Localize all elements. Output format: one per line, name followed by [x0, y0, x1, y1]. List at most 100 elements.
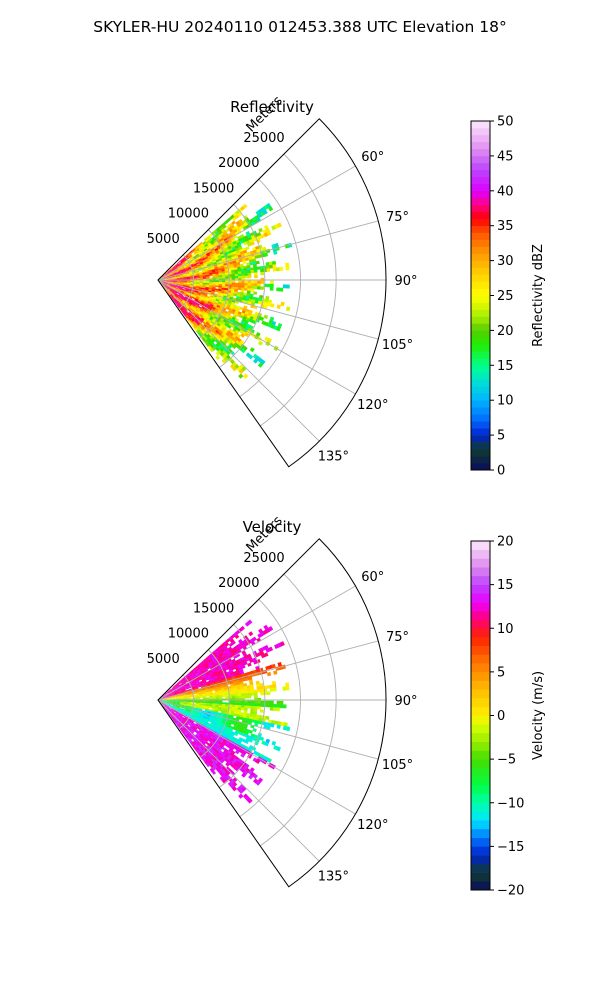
- colorbar-band: [471, 218, 490, 226]
- reflectivity-gate: [185, 314, 190, 319]
- reflectivity-gate: [210, 262, 215, 266]
- reflectivity-gate: [213, 309, 219, 314]
- reflectivity-gate: [184, 259, 188, 263]
- reflectivity-frame: [157, 118, 387, 468]
- reflectivity-gate: [244, 332, 250, 338]
- reflectivity-gate: [206, 277, 210, 280]
- reflectivity-gate: [221, 300, 226, 304]
- reflectivity-gate: [180, 291, 184, 295]
- velocity-gate: [233, 711, 238, 715]
- reflectivity-gate: [175, 293, 180, 296]
- velocity-gate: [177, 715, 182, 719]
- reflectivity-gate: [192, 325, 197, 330]
- velocity-gate: [194, 672, 199, 676]
- colorbar-band: [471, 456, 490, 464]
- reflectivity-gate: [271, 320, 277, 326]
- reflectivity-gate: [266, 283, 271, 288]
- velocity-gate: [239, 681, 244, 685]
- reflectivity-gate: [234, 271, 239, 275]
- reflectivity-gate: [170, 282, 175, 284]
- velocity-gate: [203, 683, 208, 686]
- reflectivity-gate: [171, 292, 175, 296]
- velocity-gate: [242, 678, 247, 682]
- reflectivity-gate: [256, 266, 261, 270]
- reflectivity-gate: [223, 245, 229, 249]
- reflectivity-gate: [185, 270, 190, 273]
- reflectivity-gate: [199, 296, 204, 299]
- reflectivity-gate: [223, 264, 228, 268]
- velocity-gate: [202, 717, 207, 721]
- reflectivity-gate: [167, 288, 171, 291]
- reflectivity-gate: [198, 258, 202, 261]
- reflectivity-gate: [231, 271, 236, 275]
- reflectivity-gate: [172, 296, 176, 300]
- velocity-gate: [223, 646, 229, 651]
- velocity-gate: [225, 704, 229, 707]
- velocity-gate: [194, 743, 199, 748]
- reflectivity-gate: [205, 283, 210, 285]
- reflectivity-gate: [170, 294, 174, 298]
- velocity-gate: [231, 702, 236, 706]
- reflectivity-gate: [167, 281, 172, 283]
- velocity-gate: [205, 730, 210, 735]
- velocity-gate: [160, 701, 165, 703]
- reflectivity-gate: [192, 249, 197, 253]
- reflectivity-gate: [193, 277, 197, 279]
- reflectivity-gate: [252, 249, 258, 254]
- reflectivity-gate: [232, 314, 238, 319]
- velocity-gate: [170, 701, 175, 703]
- velocity-gate: [172, 692, 177, 695]
- reflectivity-gate: [183, 293, 187, 296]
- velocity-gate: [201, 719, 206, 723]
- velocity-gate: [194, 665, 198, 670]
- velocity-gate: [176, 685, 180, 688]
- reflectivity-gate: [190, 278, 194, 280]
- reflectivity-gate: [230, 265, 235, 269]
- reflectivity-gate: [207, 263, 211, 267]
- azimuth-spoke: [157, 279, 356, 395]
- reflectivity-gate: [172, 264, 176, 268]
- velocity-gate: [178, 719, 183, 723]
- velocity-gate: [269, 703, 274, 708]
- velocity-gate: [210, 722, 215, 726]
- velocity-gate: [206, 723, 211, 728]
- velocity-gate: [192, 705, 197, 707]
- velocity-gate: [177, 720, 181, 724]
- reflectivity-gate: [165, 289, 169, 293]
- velocity-gate: [209, 700, 213, 703]
- reflectivity-gate: [189, 283, 194, 286]
- velocity-gate: [175, 718, 179, 722]
- reflectivity-gate: [195, 270, 200, 273]
- reflectivity-gate: [237, 229, 242, 234]
- velocity-gate: [232, 680, 237, 684]
- velocity-gate: [205, 701, 210, 704]
- velocity-gate: [213, 736, 218, 740]
- reflectivity-gate: [174, 262, 179, 266]
- velocity-gate: [206, 735, 211, 740]
- reflectivity-gate: [218, 276, 223, 279]
- velocity-gate: [195, 738, 199, 743]
- velocity-gate: [195, 705, 200, 708]
- velocity-colorbar-tick-label: 20: [497, 535, 514, 550]
- velocity-gate: [200, 742, 205, 746]
- velocity-gate: [184, 710, 189, 713]
- velocity-gate: [193, 670, 198, 674]
- reflectivity-gate: [185, 294, 190, 298]
- reflectivity-gate: [196, 317, 201, 322]
- reflectivity-gate: [196, 308, 201, 312]
- reflectivity-gate: [254, 275, 258, 279]
- colorbar-band: [471, 794, 490, 804]
- velocity-gate: [172, 706, 176, 709]
- velocity-gate: [184, 686, 188, 689]
- reflectivity-gate: [212, 296, 217, 300]
- reflectivity-gate: [194, 252, 199, 256]
- reflectivity-gate: [238, 373, 244, 379]
- range-ring: [178, 254, 195, 310]
- velocity-gate: [165, 705, 169, 708]
- velocity-gate: [190, 700, 194, 702]
- reflectivity-gate: [184, 291, 188, 294]
- reflectivity-gate: [227, 245, 232, 250]
- reflectivity-radial-tick-label: 10000: [168, 207, 209, 222]
- velocity-gate: [183, 718, 187, 722]
- velocity-gate: [208, 732, 213, 737]
